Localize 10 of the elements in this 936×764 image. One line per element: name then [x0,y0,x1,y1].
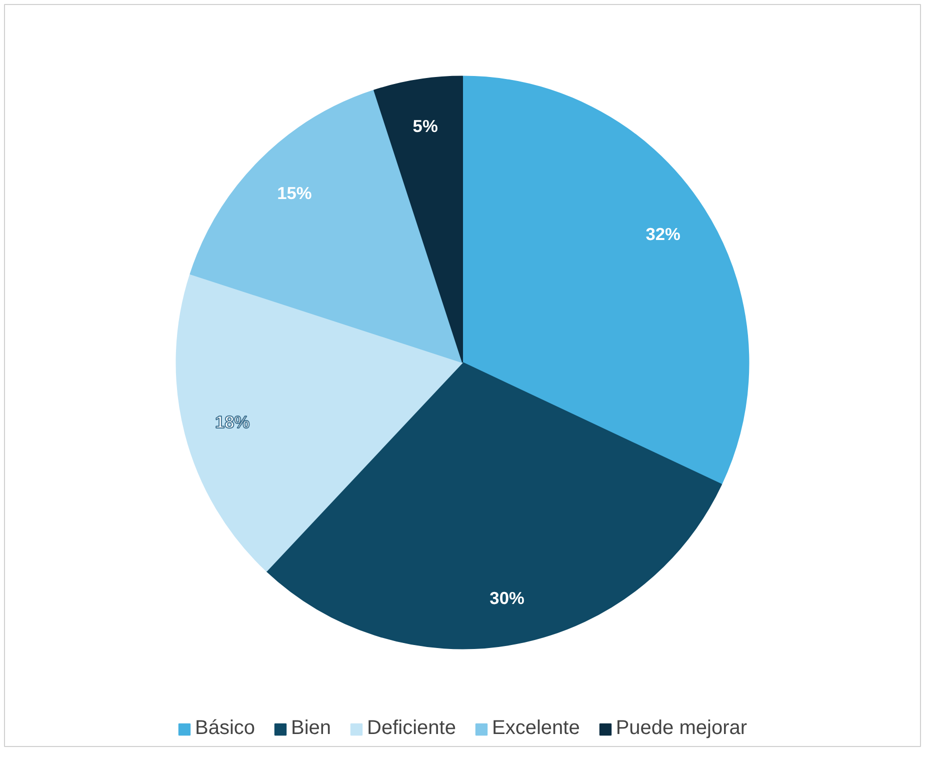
legend-label: Puede mejorar [616,717,748,740]
data-label: 18% [215,412,250,432]
legend-label: Bien [291,717,332,740]
data-label: 5% [412,116,438,136]
data-label: 30% [490,588,524,608]
data-label: 15% [277,183,312,204]
legend-label: Excelente [492,717,580,740]
data-label: 32% [646,224,680,244]
legend-label: Básico [194,717,256,740]
legend-label: Deficiente [367,717,456,740]
